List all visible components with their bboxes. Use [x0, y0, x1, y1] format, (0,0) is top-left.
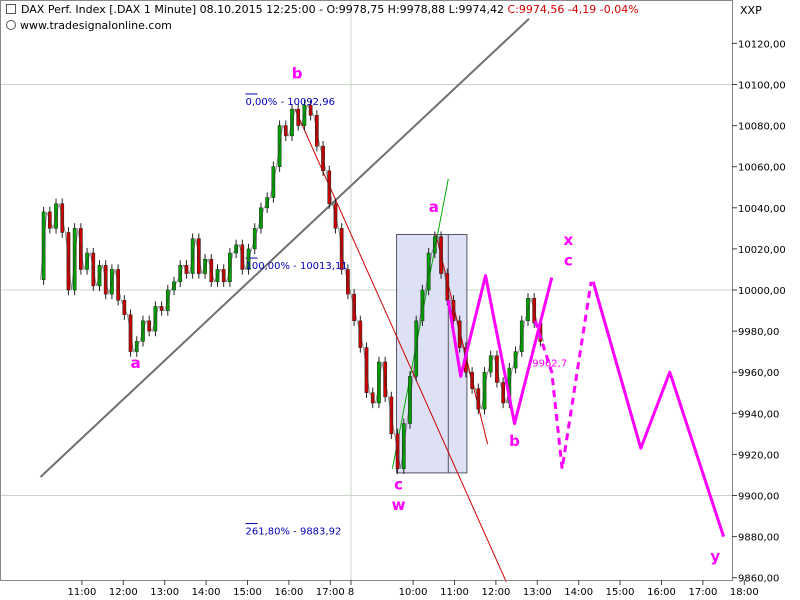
wave-label: c — [564, 251, 573, 269]
x-tick-label: 17:00 — [316, 587, 345, 598]
y-tick-label: 9980,00 — [738, 327, 779, 338]
x-tick-label: 13:00 — [150, 587, 179, 598]
y-tick-label: 10120,00 — [738, 39, 786, 50]
forecast-path-solid — [446, 274, 554, 426]
y-tick-label: 9920,00 — [738, 450, 779, 461]
axis-layer: 10120,00 10100,00 10080,00 10060,00 10040,00… — [0, 0, 786, 598]
x-tick-label: 14:00 — [192, 587, 221, 598]
x-tick-label: 14:00 — [564, 587, 593, 598]
y-tick-label: 10040,00 — [738, 204, 786, 215]
x-tick-label: 11:00 — [440, 587, 469, 598]
forecast-layer — [446, 274, 726, 538]
y-tick-label: 10080,00 — [738, 122, 786, 133]
website-line: www.tradesignalonline.com — [6, 19, 172, 32]
wave-label: c — [394, 475, 403, 493]
grid-layer — [0, 0, 732, 580]
x-tick-label: 16:00 — [274, 587, 303, 598]
website-url: www.tradesignalonline.com — [20, 19, 172, 32]
wave-label: a — [429, 198, 439, 216]
globe-icon — [6, 20, 16, 30]
close-change: C:9974,56 -4,19 -0,04% — [507, 3, 639, 16]
forecast-path-solid-2 — [591, 281, 726, 538]
y-tick-label: 9940,00 — [738, 409, 779, 420]
wave-label: w — [392, 496, 406, 514]
x-tick-label: 11:00 — [67, 587, 96, 598]
y-tick-label: 9880,00 — [738, 533, 779, 544]
x-tick-label: 13:00 — [523, 587, 552, 598]
chart-title: DAX Perf. Index [.DAX 1 Minute] 08.10.20… — [21, 3, 504, 16]
price-line — [40, 104, 544, 469]
overlay-layer — [39, 18, 530, 583]
y-tick-label: 9860,00 — [738, 574, 779, 585]
y-tick-label: 10100,00 — [738, 81, 786, 92]
x-tick-label: 10:00 — [399, 587, 428, 598]
fib-label: 100,00% - 10013,11 — [246, 261, 348, 272]
wave-label: 9962,7 — [532, 359, 567, 370]
x-tick-label: 15:00 — [233, 587, 262, 598]
wave-label: b — [509, 432, 520, 450]
y-tick-label: 9900,00 — [738, 492, 779, 503]
forecast-path-dashed — [533, 281, 593, 471]
price-layer — [40, 99, 544, 474]
trendline-gray — [39, 18, 530, 478]
y-tick-label: 10000,00 — [738, 286, 786, 297]
axis-tag: XXP — [740, 4, 762, 17]
label-layer: 0,00% - 10092,96 100,00% - 10013,11 261,80… — [131, 64, 721, 565]
analysis-rectangle — [396, 234, 468, 474]
x-tick-label: 17:00 — [688, 587, 717, 598]
x-tick-label: 18:00 — [730, 587, 759, 598]
chart-header: DAX Perf. Index [.DAX 1 Minute] 08.10.20… — [6, 3, 639, 16]
fib-label: 0,00% - 10092,96 — [246, 97, 335, 108]
fib-label: 261,80% - 9883,92 — [246, 527, 342, 538]
wave-label: y — [710, 547, 720, 565]
x-tick-label: 15:00 — [606, 587, 635, 598]
wave-label: a — [131, 354, 141, 372]
x-tick-label: 12:00 — [481, 587, 510, 598]
y-tick-label: 10020,00 — [738, 245, 786, 256]
menu-icon[interactable] — [6, 4, 16, 14]
y-tick-label: 9960,00 — [738, 368, 779, 379]
wave-label: b — [292, 64, 303, 82]
x-tick-label: 8 — [348, 587, 354, 598]
y-tick-label: 10060,00 — [738, 163, 786, 174]
x-tick-label: 16:00 — [647, 587, 676, 598]
wave-label: x — [564, 231, 574, 249]
x-tick-label: 12:00 — [109, 587, 138, 598]
trendline-green — [391, 178, 449, 469]
